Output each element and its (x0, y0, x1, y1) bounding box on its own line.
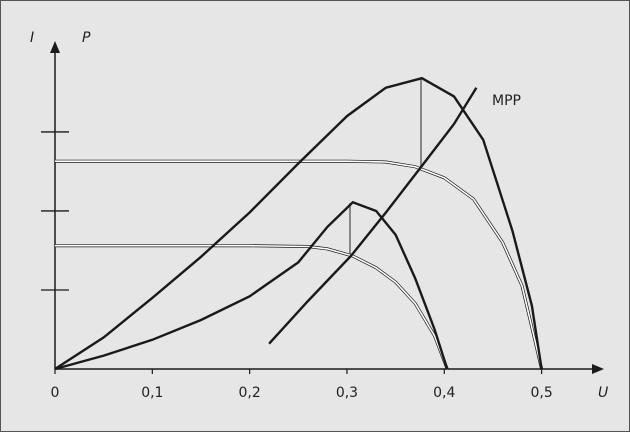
x-tick-label: 0,3 (336, 385, 358, 401)
y-axis-label: I (30, 30, 34, 46)
y-axis-arrow (50, 41, 60, 53)
power-curve (54, 200, 449, 371)
x-tick-label: 0,1 (141, 385, 163, 401)
current-curve (55, 160, 543, 370)
x-tick-label: 0,2 (239, 385, 261, 401)
x-axis-arrow (592, 364, 604, 374)
y2-axis-label: P (82, 30, 91, 46)
power-curve (268, 87, 478, 345)
x-axis-label: U (598, 385, 608, 401)
x-tick-label: 0 (51, 385, 60, 401)
power-curve (54, 76, 543, 371)
annotation: MPP (492, 93, 521, 109)
x-tick-label: 0,5 (530, 385, 552, 401)
current-curve (55, 244, 448, 370)
x-tick-label: 0,4 (433, 385, 455, 401)
